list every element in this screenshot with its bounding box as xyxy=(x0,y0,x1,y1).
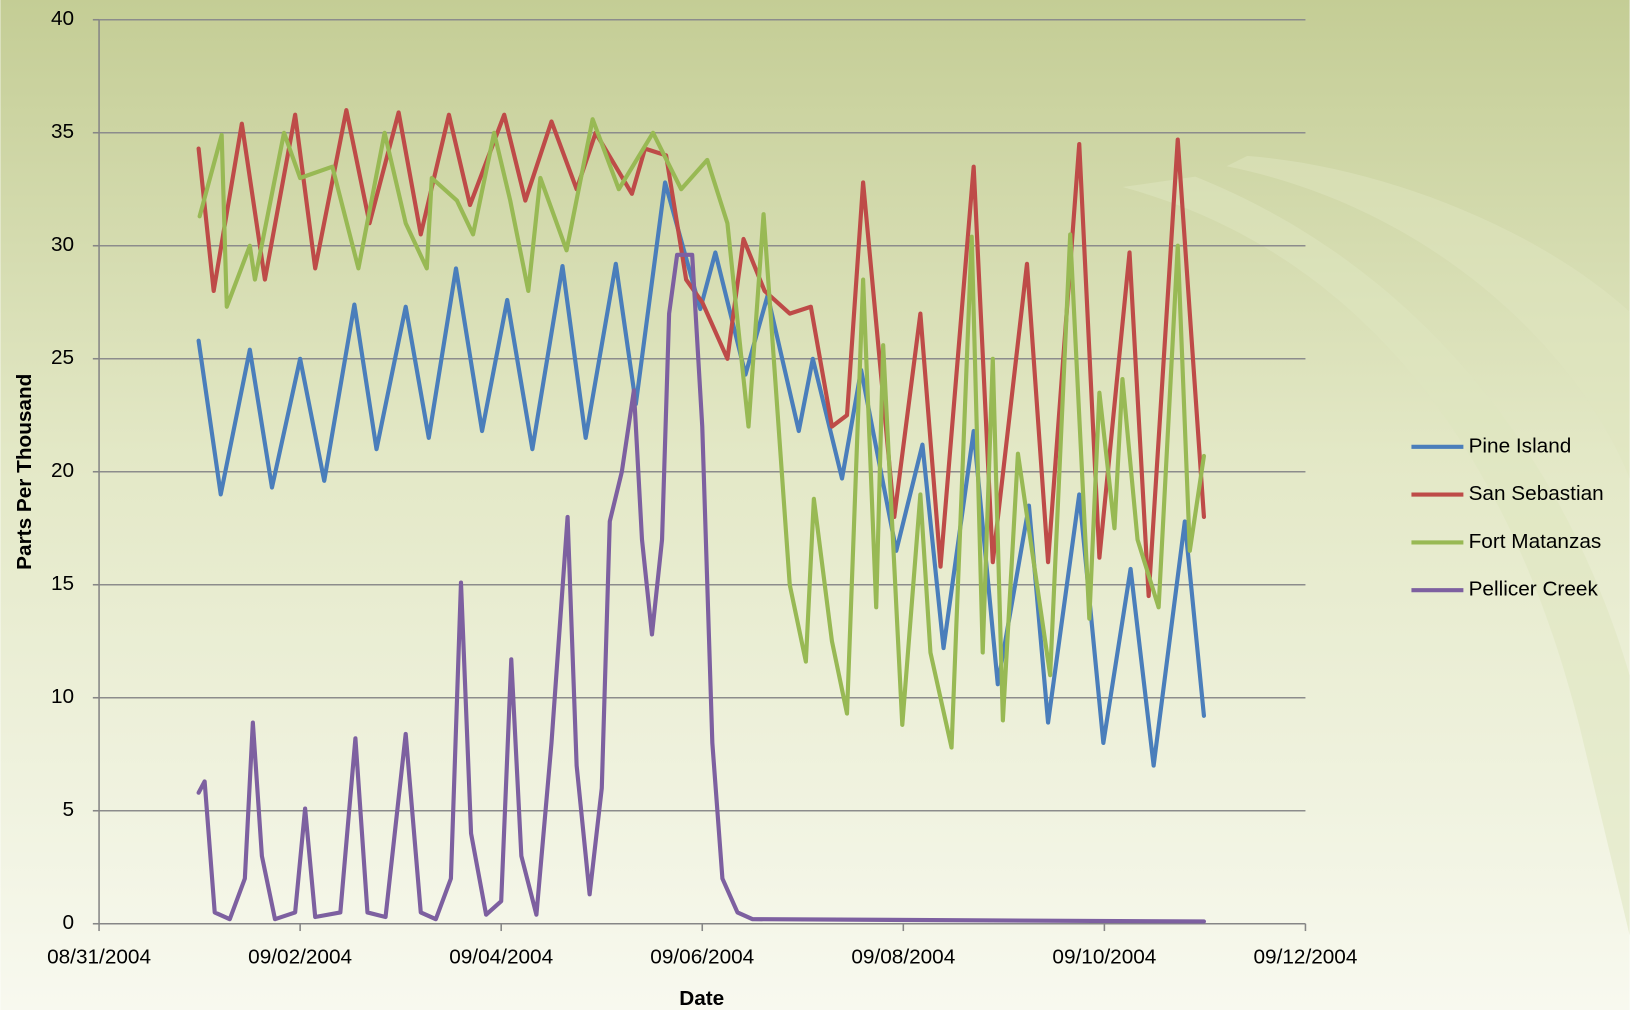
x-tick-label: 09/12/2004 xyxy=(1253,946,1357,969)
y-tick-label: 40 xyxy=(51,7,74,30)
y-tick-label: 35 xyxy=(51,120,74,143)
x-tick-label: 08/31/2004 xyxy=(47,946,151,969)
y-axis-title: Parts Per Thousand xyxy=(13,374,36,570)
legend-label: Pellicer Creek xyxy=(1469,578,1599,601)
x-tick-label: 09/04/2004 xyxy=(449,946,553,969)
y-tick-label: 10 xyxy=(51,685,74,708)
legend-label: San Sebastian xyxy=(1469,482,1604,505)
x-tick-label: 09/06/2004 xyxy=(650,946,754,969)
legend-label: Fort Matanzas xyxy=(1469,530,1602,553)
chart: Date Parts Per Thousand 0 5 10 15 20 25 30 35 40… xyxy=(0,0,1630,1010)
y-tick-label: 25 xyxy=(51,346,74,369)
y-tick-label: 20 xyxy=(51,459,74,482)
legend-label: Pine Island xyxy=(1469,434,1572,457)
y-tick-label: 15 xyxy=(51,572,74,595)
y-tick-label: 0 xyxy=(63,911,75,934)
y-tick-label: 30 xyxy=(51,233,74,256)
x-tick-label: 09/10/2004 xyxy=(1052,946,1156,969)
x-tick-label: 09/08/2004 xyxy=(851,946,955,969)
y-tick-label: 5 xyxy=(63,798,75,821)
x-tick-label: 09/02/2004 xyxy=(248,946,352,969)
x-axis-title: Date xyxy=(679,987,724,1010)
